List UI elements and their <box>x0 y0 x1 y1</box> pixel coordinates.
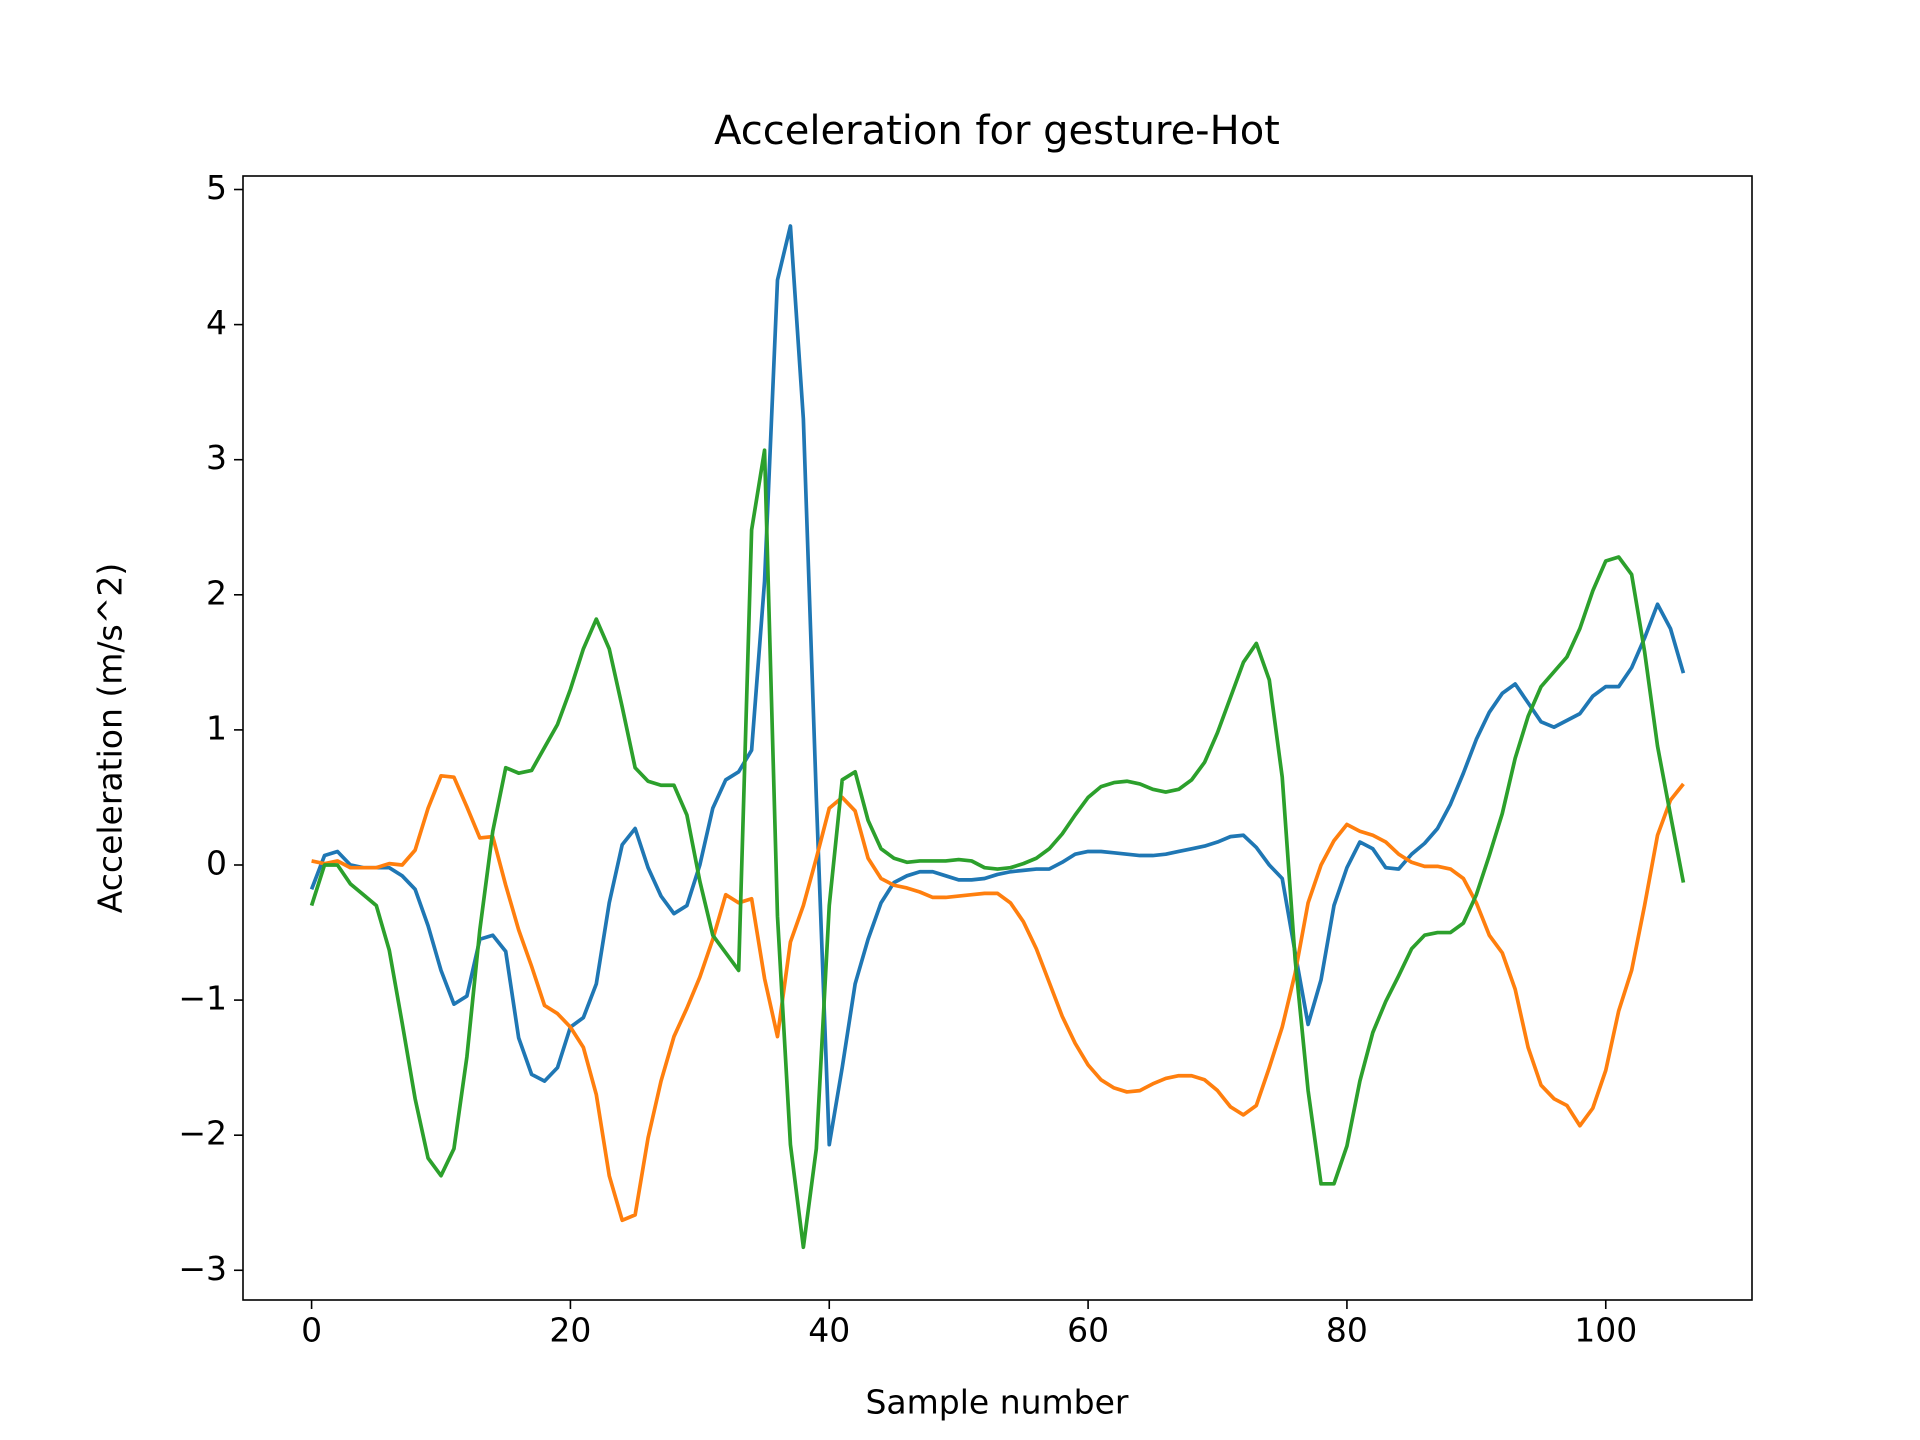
x-tick-label: 40 <box>808 1311 850 1350</box>
x-tick-label: 80 <box>1326 1311 1368 1350</box>
data-line <box>311 773 1685 1223</box>
y-tick-label: 4 <box>206 303 227 342</box>
y-tick-label: 5 <box>206 168 227 207</box>
x-axis-label: Sample number <box>865 1383 1128 1422</box>
y-axis-label: Acceleration (m/s^2) <box>91 563 130 913</box>
y-tick-label: −2 <box>178 1114 227 1153</box>
data-line <box>309 448 1686 1250</box>
y-tick-label: 3 <box>206 438 227 477</box>
chart-title: Acceleration for gesture-Hot <box>714 108 1280 154</box>
x-tick-label: 100 <box>1574 1311 1637 1350</box>
x-tick-label: 60 <box>1067 1311 1109 1350</box>
y-tick-label: 0 <box>206 843 227 882</box>
y-tick-label: −1 <box>178 979 227 1018</box>
x-tick-label: 0 <box>301 1311 322 1350</box>
data-line <box>309 224 1686 1147</box>
y-tick-label: 1 <box>206 708 227 747</box>
y-tick-label: 2 <box>206 573 227 612</box>
y-tick-label: −3 <box>178 1249 227 1288</box>
x-tick-label: 20 <box>549 1311 591 1350</box>
plot-frame <box>242 175 1753 1301</box>
